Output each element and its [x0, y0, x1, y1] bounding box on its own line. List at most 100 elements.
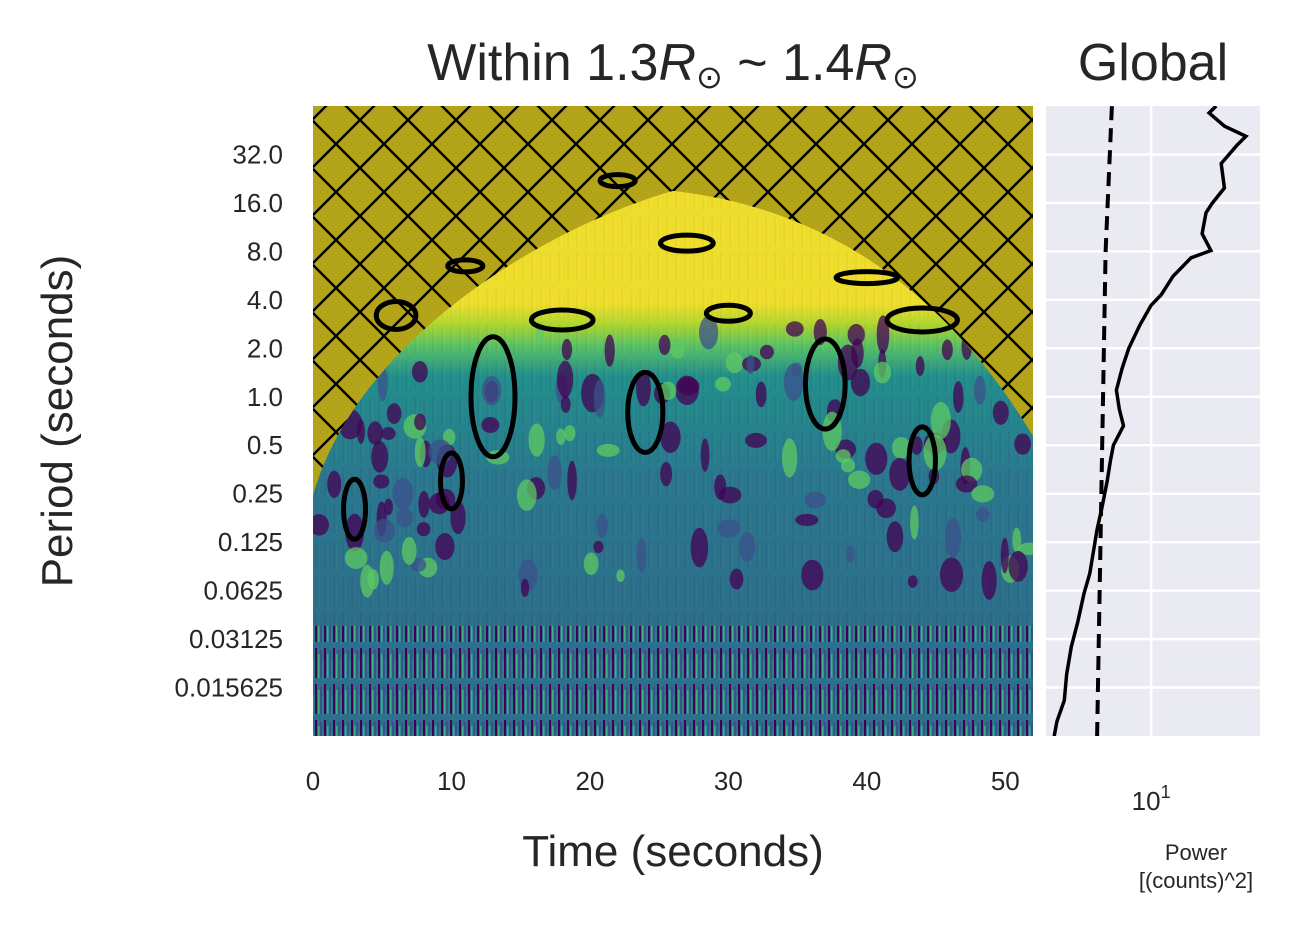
power-blob: [373, 474, 389, 488]
y-tick-label: 1.0: [247, 382, 283, 412]
x-axis-ticks: 0 10 20 30 40 50: [306, 766, 1020, 796]
power-blob: [715, 377, 731, 392]
y-tick-label: 0.03125: [189, 624, 283, 654]
power-blob: [874, 362, 891, 384]
power-blob: [567, 461, 576, 501]
power-blob: [482, 376, 502, 406]
chart-title: Within 1.3R⊙ ~ 1.4R⊙: [427, 34, 919, 95]
power-blob: [746, 355, 754, 374]
power-blob: [596, 513, 608, 538]
power-blob: [435, 533, 454, 560]
power-blob: [1014, 433, 1031, 454]
power-blob: [908, 575, 918, 587]
y-tick-label: 0.0625: [203, 576, 283, 606]
y-tick-label: 32.0: [232, 139, 283, 169]
x-tick-label: 50: [991, 766, 1020, 796]
power-blob: [848, 471, 870, 489]
title-r2: R: [854, 34, 892, 92]
power-blob: [701, 438, 710, 471]
power-blob: [910, 505, 919, 539]
title-sun1: ⊙: [696, 59, 723, 95]
x-tick-label: 30: [714, 766, 743, 796]
power-blob: [805, 492, 826, 509]
power-blob: [562, 339, 572, 360]
power-blob: [1008, 551, 1027, 582]
power-blob: [730, 569, 744, 590]
power-blob: [982, 561, 997, 600]
power-blob: [557, 361, 573, 398]
power-blob: [940, 557, 963, 591]
power-blob: [953, 381, 963, 413]
power-blob: [760, 345, 774, 360]
power-blob: [782, 438, 797, 477]
power-blob: [367, 569, 379, 589]
power-blob: [846, 546, 854, 563]
power-blob: [670, 339, 685, 359]
power-blob: [564, 425, 575, 441]
power-blob: [745, 433, 767, 448]
power-blob: [381, 427, 395, 440]
power-blob: [402, 537, 417, 565]
power-blob: [593, 541, 603, 553]
x-tick-label: 40: [852, 766, 881, 796]
power-blob: [876, 498, 896, 518]
title-sun2: ⊙: [892, 59, 919, 95]
power-blob: [481, 417, 499, 433]
power-blob: [418, 491, 429, 518]
x-axis-label: Time (seconds): [522, 827, 824, 876]
global-spectrum-panel: 101 Power [(counts)^2]: [1046, 106, 1260, 893]
global-x-label-line-1: Power: [1165, 840, 1227, 865]
x-tick-label: 20: [575, 766, 604, 796]
power-blob: [415, 437, 426, 467]
y-tick-label: 2.0: [247, 333, 283, 363]
power-blob: [387, 403, 402, 424]
y-tick-label: 0.125: [218, 527, 283, 557]
title-mid: ~ 1.4: [723, 34, 855, 92]
power-blob: [976, 508, 990, 522]
title-prefix: Within 1.3: [427, 34, 658, 92]
power-blob: [660, 462, 672, 486]
power-blob: [942, 340, 953, 361]
power-blob: [691, 528, 708, 568]
power-blob: [393, 478, 414, 510]
power-blob: [974, 376, 986, 405]
global-x-tick-base: 10: [1132, 786, 1161, 816]
global-title: Global: [1078, 34, 1228, 92]
power-blob: [529, 423, 545, 456]
power-blob: [756, 382, 767, 408]
power-blob: [374, 519, 395, 543]
power-blob: [561, 396, 571, 413]
title-r1: R: [658, 34, 696, 92]
power-blob: [726, 352, 744, 373]
y-tick-label: 0.5: [247, 430, 283, 460]
power-blob: [836, 449, 851, 463]
global-plot-background: [1046, 106, 1260, 736]
power-blob: [786, 321, 804, 336]
power-blob: [677, 377, 699, 395]
power-blob: [916, 356, 925, 376]
power-blob: [357, 419, 365, 444]
x-tick-label: 0: [306, 766, 320, 796]
y-tick-label: 0.25: [232, 479, 283, 509]
power-blob: [616, 569, 624, 582]
power-blob: [659, 335, 671, 355]
power-blob: [584, 552, 599, 575]
power-blob: [931, 402, 951, 439]
power-blob: [945, 518, 961, 558]
power-blob: [412, 361, 428, 383]
power-blob: [865, 443, 887, 475]
wavelet-plot-area: [304, 106, 1041, 736]
power-blob: [517, 479, 537, 510]
power-blob: [993, 401, 1009, 425]
power-blob: [801, 560, 823, 591]
power-blob: [396, 508, 413, 528]
y-tick-label: 4.0: [247, 285, 283, 315]
x-tick-label: 10: [437, 766, 466, 796]
power-blob: [414, 414, 426, 431]
power-blob: [327, 471, 341, 498]
y-tick-label: 16.0: [232, 188, 283, 218]
power-blob: [556, 428, 565, 445]
global-x-tick-label: 101: [1132, 782, 1171, 816]
wavelet-panel: 01020304050 32.016.08.04.02.01.00.50.250…: [33, 106, 1041, 876]
power-blob: [784, 364, 804, 401]
